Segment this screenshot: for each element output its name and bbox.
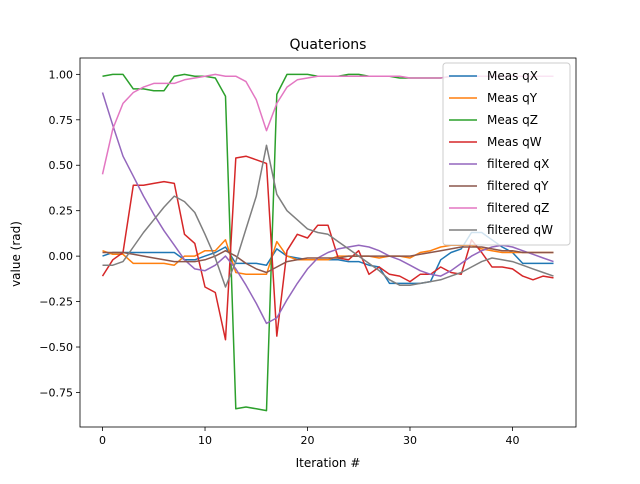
x-tick-label: 10 (198, 434, 212, 447)
legend-label: filtered qW (487, 223, 553, 237)
x-tick-label: 40 (505, 434, 519, 447)
axes-frame (79, 57, 577, 428)
y-axis-label: value (rad) (9, 221, 23, 287)
x-axis-label: Iteration # (296, 456, 361, 470)
legend-box (442, 62, 571, 246)
legend-label: filtered qX (487, 157, 549, 171)
legend-label: filtered qZ (487, 201, 549, 215)
y-tick-label: 0.25 (49, 205, 74, 218)
legend: Meas qX Meas qY Meas qZ Meas qW filtered qX f… (442, 62, 571, 246)
series-line-4 (101, 92, 554, 325)
y-tick-label: 1.00 (49, 68, 74, 81)
x-tick-label: 0 (99, 434, 106, 447)
y-tick-label: −0.75 (39, 386, 73, 399)
chart-title: Quaterions (290, 37, 367, 53)
y-tick-label: 0.50 (49, 159, 74, 172)
legend-label: Meas qY (487, 91, 538, 105)
legend-label: Meas qW (487, 135, 542, 149)
y-tick-label: −0.25 (39, 296, 73, 309)
y-tick-label: 0.00 (49, 250, 74, 263)
series-line-7 (102, 144, 554, 288)
plot-area: 0 10 20 30 40 −0.75 −0.50 −0.25 0.00 0.25 0.50 0.75… (39, 57, 577, 447)
legend-label: Meas qZ (487, 113, 538, 127)
series-line-3 (101, 155, 554, 341)
y-tick-label: 0.75 (49, 114, 74, 127)
x-tick-label: 20 (301, 434, 315, 447)
legend-label: filtered qY (487, 179, 549, 193)
y-tick-label: −0.50 (39, 341, 73, 354)
legend-label: Meas qX (487, 69, 538, 83)
series-line-5 (102, 246, 554, 274)
x-tick-label: 30 (403, 434, 417, 447)
